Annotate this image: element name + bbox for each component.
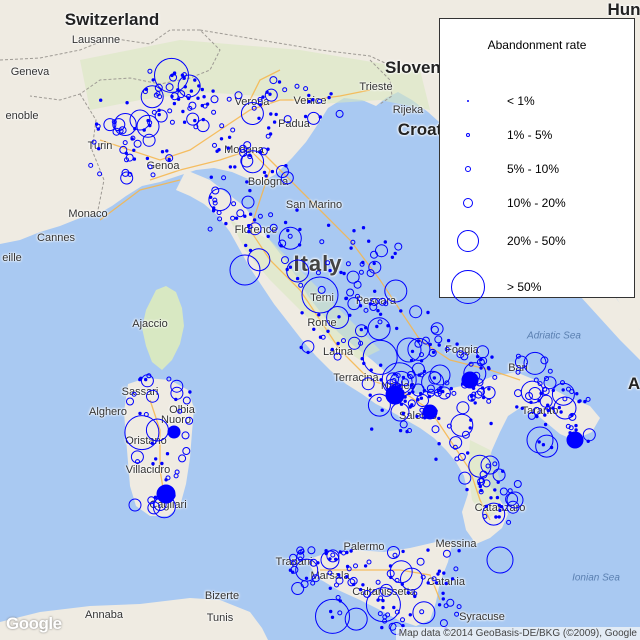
legend-item: 5% - 10% <box>440 151 634 187</box>
legend-item: 1% - 5% <box>440 117 634 153</box>
border-switzerland <box>0 29 221 101</box>
border-slovenia <box>369 59 393 105</box>
land-corsica <box>142 286 184 370</box>
legend-label: 10% - 20% <box>507 196 566 210</box>
google-logo[interactable]: Google <box>6 614 62 633</box>
legend-label: > 50% <box>507 280 542 294</box>
legend-label: 5% - 10% <box>507 162 560 176</box>
legend-title: Abandonment rate <box>487 38 587 52</box>
border-austria <box>199 29 401 71</box>
legend-label: 1% - 5% <box>507 128 553 142</box>
legend-item: > 50% <box>440 269 634 305</box>
land-africa <box>0 598 268 640</box>
legend-label: 20% - 50% <box>507 234 566 248</box>
legend-item: 20% - 50% <box>440 223 634 259</box>
legend-label: < 1% <box>507 94 535 108</box>
legend-panel: Abandonment rate < 1% 1% - 5% 5% - 10% 10% … <box>439 18 635 304</box>
legend-item: 10% - 20% <box>440 185 634 221</box>
legend-item: < 1% <box>440 83 634 119</box>
border-france-italy <box>79 93 105 211</box>
map-attribution[interactable]: Map data ©2014 GeoBasis-DE/BKG (©2009), … <box>395 627 640 640</box>
